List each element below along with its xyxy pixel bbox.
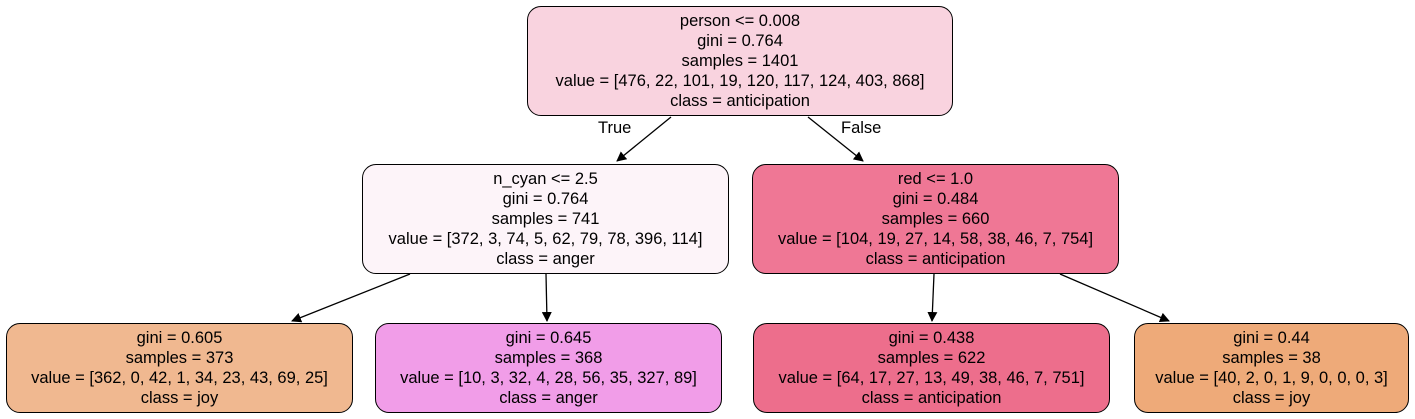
node-value: value = [10, 3, 32, 4, 28, 56, 35, 327, … — [400, 369, 697, 387]
node-samples: samples = 660 — [881, 210, 990, 228]
node-class: class = anger — [496, 250, 595, 268]
node-gini: gini = 0.645 — [505, 329, 592, 347]
node-value: value = [40, 2, 0, 1, 9, 0, 0, 0, 3] — [1155, 369, 1388, 387]
edge-n2-to-leaf4 — [1059, 273, 1170, 323]
node-gini: gini = 0.605 — [136, 329, 223, 347]
node-value: value = [64, 17, 27, 13, 49, 38, 46, 7, … — [778, 369, 1085, 387]
node-class: class = anticipation — [865, 250, 1006, 268]
edge-n1-to-leaf1 — [291, 273, 411, 323]
node-value: value = [372, 3, 74, 5, 62, 79, 78, 396,… — [388, 230, 703, 248]
edge-label-true: True — [598, 119, 632, 137]
node-split: n_cyan <= 2.5 — [493, 170, 598, 188]
edge-n1-to-leaf2 — [541, 273, 552, 322]
edge-root-to-n2 — [807, 116, 864, 162]
edge-root-to-n1 — [616, 116, 672, 162]
node-split: person <= 0.008 — [679, 12, 801, 30]
tree-leaf-4: gini = 0.44 samples = 38 value = [40, 2,… — [1134, 323, 1409, 413]
node-gini: gini = 0.484 — [892, 190, 979, 208]
node-class: class = anticipation — [670, 92, 810, 110]
node-samples: samples = 622 — [877, 349, 986, 367]
node-gini: gini = 0.764 — [697, 32, 783, 50]
tree-node-root: person <= 0.008 gini = 0.764 samples = 1… — [527, 6, 953, 116]
node-value: value = [104, 19, 27, 14, 58, 38, 46, 7,… — [777, 230, 1094, 248]
node-value: value = [476, 22, 101, 19, 120, 117, 124… — [555, 72, 925, 90]
node-samples: samples = 1401 — [681, 52, 799, 70]
node-samples: samples = 38 — [1222, 349, 1321, 367]
node-samples: samples = 368 — [494, 349, 603, 367]
node-gini: gini = 0.438 — [888, 329, 975, 347]
edge-n2-to-leaf3 — [927, 273, 938, 322]
node-split: red <= 1.0 — [897, 170, 974, 188]
node-class: class = joy — [140, 389, 219, 407]
node-class: class = anticipation — [861, 389, 1002, 407]
tree-node-n2: red <= 1.0 gini = 0.484 samples = 660 va… — [752, 164, 1119, 274]
tree-node-n1: n_cyan <= 2.5 gini = 0.764 samples = 741… — [362, 164, 729, 274]
node-gini: gini = 0.44 — [1233, 329, 1310, 347]
tree-leaf-1: gini = 0.605 samples = 373 value = [362,… — [6, 323, 353, 413]
node-class: class = joy — [1232, 389, 1311, 407]
tree-leaf-2: gini = 0.645 samples = 368 value = [10, … — [375, 323, 722, 413]
node-gini: gini = 0.764 — [502, 190, 589, 208]
tree-leaf-3: gini = 0.438 samples = 622 value = [64, … — [753, 323, 1110, 413]
node-samples: samples = 741 — [491, 210, 600, 228]
edge-label-false: False — [841, 119, 882, 137]
node-class: class = anger — [499, 389, 598, 407]
node-value: value = [362, 0, 42, 1, 34, 23, 43, 69, … — [31, 369, 328, 387]
node-samples: samples = 373 — [125, 349, 234, 367]
